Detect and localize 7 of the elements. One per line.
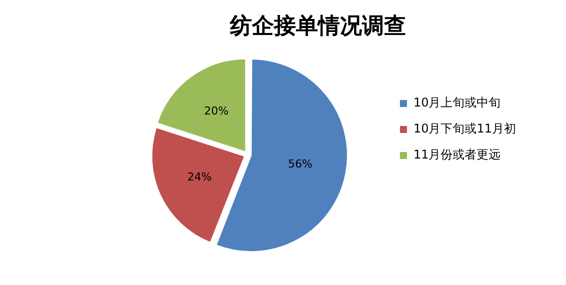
legend-label: 10月下旬或11月初 (413, 122, 516, 136)
data-label: 56% (288, 158, 312, 171)
chart-title: 纺企接单情况调查 (229, 12, 406, 39)
data-label: 20% (204, 104, 229, 118)
legend-label: 10月上旬或中旬 (413, 96, 501, 110)
data-label: 24% (187, 170, 212, 184)
legend-label: 11月份或者更远 (413, 148, 501, 162)
